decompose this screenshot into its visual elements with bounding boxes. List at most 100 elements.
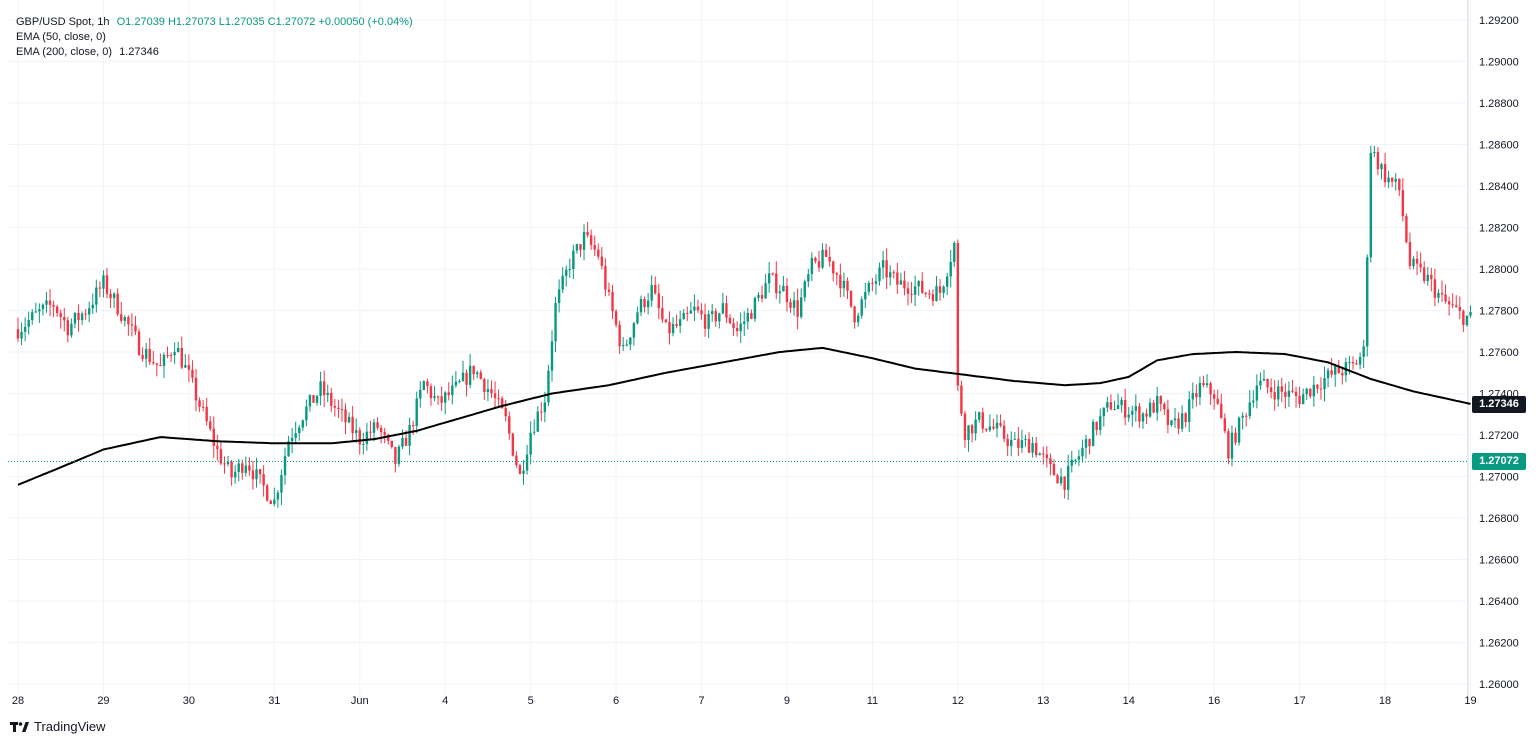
candle-body [543,402,547,413]
candle-body [671,323,675,334]
candle-body [579,244,582,250]
candle-body [1099,416,1102,430]
candle-body [522,470,525,474]
candle-body [130,324,134,326]
candle-body [347,416,351,423]
candle-body [358,430,361,445]
candle-body [330,392,333,406]
candle-body [280,475,283,493]
candle-body [1191,393,1194,400]
candle-body [1102,407,1105,417]
candle-body [582,232,586,250]
candle-body [369,431,372,433]
candle-body [266,485,269,501]
candle-body [1465,315,1469,326]
candle-body [1319,388,1323,390]
candle-body [696,306,700,311]
candle-body [209,421,212,429]
candle-body [422,381,426,390]
price-tick-label: 1.26000 [1479,679,1519,691]
candle-body [1216,398,1219,404]
candle-body [639,298,643,313]
candle-body [889,272,892,278]
candle-body [365,431,369,445]
candle-body [1052,464,1056,476]
time-axis[interactable]: 28 29 30 31 Jun 4 5 6 7 9 11 12 13 14 16 17 18 19 [12,695,1477,707]
time-tick-label: 31 [268,695,280,707]
candle-body [1255,385,1259,401]
candle-body [508,416,511,434]
candle-body [572,250,575,270]
legend-symbol[interactable]: GBP/USD Spot, 1h [16,16,110,28]
candle-body [607,289,611,292]
candle-body [1020,440,1024,448]
candle-body [91,304,94,309]
candle-body [903,280,906,289]
candle-body [678,319,682,326]
candle-body [1277,386,1280,400]
candle-body [1259,380,1262,386]
candle-body [504,408,507,417]
candle-body [1298,395,1301,405]
candlestick-series [16,145,1472,508]
price-tick-label: 1.28000 [1479,264,1519,276]
time-tick-label: 7 [698,695,704,707]
time-tick-label: Jun [351,695,369,707]
price-axis[interactable]: 1.29200 1.29000 1.28800 1.28600 1.28400 1.282… [1479,15,1519,691]
candle-body [383,432,386,435]
candle-body [152,362,155,364]
candle-body [842,280,846,289]
candle-body [301,420,304,428]
candle-body [1234,432,1237,443]
candle-body [283,456,287,476]
candle-body [835,273,838,275]
candle-body [1301,394,1305,405]
candle-body [817,261,821,268]
candle-body [319,381,322,396]
time-tick-label: 16 [1208,695,1220,707]
candle-body [486,389,490,393]
candle-body [98,287,102,289]
candle-body [654,285,657,294]
candle-body [340,409,344,411]
candle-body [1241,415,1244,418]
price-tick-label: 1.27200 [1479,430,1519,442]
candle-body [945,276,949,287]
candle-body [105,275,109,294]
last-price-tag: 1.27072 [1472,453,1526,471]
candle-body [219,449,223,464]
candle-body [1341,373,1344,376]
candle-body [981,412,984,429]
candle-body [52,304,55,307]
candle-body [1419,263,1422,268]
price-tick-label: 1.26600 [1479,555,1519,567]
chart-grid [8,0,1471,700]
candle-body [294,433,297,438]
candle-body [999,423,1002,426]
candle-body [408,425,411,446]
candle-body [689,310,693,314]
candle-body [1109,402,1113,410]
candle-body [1348,362,1351,364]
candle-body [102,275,105,289]
legend-ema50[interactable]: EMA (50, close, 0) [16,31,106,43]
candle-body [401,438,404,447]
candle-body [597,249,600,257]
candle-body [732,323,735,328]
candle-body [828,256,831,262]
candle-body [1334,366,1337,375]
candle-body [650,285,653,301]
legend-ema200[interactable]: EMA (200, close, 0) [16,46,112,58]
candle-body [162,354,166,367]
candle-body [938,286,942,293]
candle-body [1447,301,1451,305]
candle-body [312,395,315,403]
candle-body [657,293,660,309]
tradingview-brand[interactable]: TradingView [10,719,106,734]
candle-body [1152,402,1155,413]
candle-body [703,314,707,329]
candle-body [1045,454,1049,459]
time-tick-label: 5 [528,695,534,707]
candle-body [305,406,308,421]
